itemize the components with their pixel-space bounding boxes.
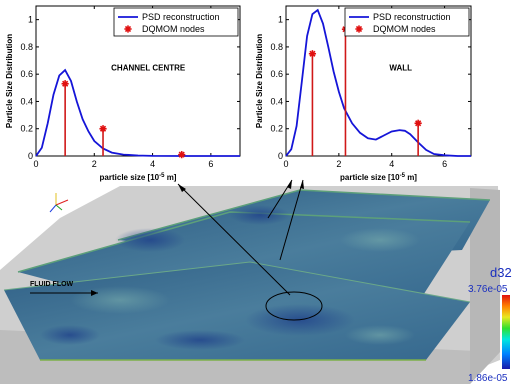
right-dqmom-node-marker bbox=[308, 50, 317, 58]
right-legend-node-swatch bbox=[355, 25, 363, 33]
plot-channel-centre: 0 0.2 0.4 0.6 0.8 1 0 2 4 6 Particle Size Distribu… bbox=[5, 5, 241, 182]
right-x-tick-label: 0 bbox=[283, 159, 288, 169]
pointer-arrowhead-wall-b bbox=[300, 180, 304, 189]
right-y-axis-label: Particle Size Distribution bbox=[255, 34, 264, 128]
right-y-tick-label: 0.6 bbox=[270, 69, 283, 79]
left-legend-box bbox=[113, 7, 239, 37]
slab-edge-front-top bbox=[3, 261, 471, 303]
flow-label: FLUID FLOW bbox=[30, 281, 74, 288]
left-legend-psd-label: PSD reconstruction bbox=[142, 12, 220, 22]
left-y-tick-label: 0.8 bbox=[20, 42, 33, 52]
right-x-tick-label: 4 bbox=[389, 159, 394, 169]
left-x-tick-label: 2 bbox=[92, 159, 97, 169]
right-y-tick-label: 0 bbox=[278, 151, 283, 161]
slab-edge-mid bbox=[17, 211, 471, 273]
right-legend-node-label: DQMOM nodes bbox=[373, 24, 436, 34]
left-legend-node-label: DQMOM nodes bbox=[142, 24, 205, 34]
coordinate-axes-icon bbox=[49, 193, 69, 213]
left-y-tick-label: 0.2 bbox=[20, 124, 33, 134]
pointer-arrowhead-centre bbox=[178, 184, 186, 192]
right-x-tick-label: 2 bbox=[336, 159, 341, 169]
pointer-arrowhead-wall-a bbox=[287, 180, 292, 189]
right-y-tick-label: 0.8 bbox=[270, 42, 283, 52]
left-y-tick-label: 0.4 bbox=[20, 96, 33, 106]
left-psd-curve bbox=[35, 68, 240, 157]
left-x-tick-label: 0 bbox=[33, 159, 38, 169]
left-y-tick-label: 0 bbox=[28, 151, 33, 161]
right-psd-curve bbox=[285, 8, 471, 157]
right-legend-box bbox=[344, 7, 470, 37]
right-y-tick-label: 1 bbox=[278, 15, 283, 25]
flow-structure bbox=[40, 325, 100, 345]
right-dqmom-node-marker bbox=[414, 119, 422, 127]
flow-arrowhead bbox=[91, 290, 98, 296]
left-annotation: CHANNEL CENTRE bbox=[111, 64, 186, 73]
flow-structure bbox=[115, 228, 185, 252]
flow-structure bbox=[70, 286, 170, 314]
wall-right-face bbox=[470, 188, 500, 384]
flow-structure bbox=[155, 330, 245, 350]
highlight-ellipse bbox=[265, 291, 323, 321]
right-y-tick-label: 0.2 bbox=[270, 124, 283, 134]
left-y-tick-label: 0.6 bbox=[20, 69, 33, 79]
colorbar-gradient bbox=[502, 295, 510, 369]
colorbar: d32 3.76e-05 1.86e-05 bbox=[468, 265, 512, 384]
right-x-tick-label: 6 bbox=[442, 159, 447, 169]
right-x-axis-label: particle size [10-5 m] bbox=[340, 173, 417, 182]
channel-3d-view: FLUID FLOW bbox=[0, 179, 500, 384]
plot-wall: 0 0.2 0.4 0.6 0.8 1 0 2 4 6 Particle Size Distribu… bbox=[255, 5, 472, 182]
colorbar-title: d32 bbox=[490, 265, 512, 280]
left-x-tick-label: 6 bbox=[208, 159, 213, 169]
colorbar-min-label: 1.86e-05 bbox=[468, 373, 508, 384]
left-dqmom-node-marker bbox=[178, 151, 186, 159]
right-legend-psd-label: PSD reconstruction bbox=[373, 12, 451, 22]
flow-structure bbox=[230, 205, 290, 225]
left-dqmom-node-marker bbox=[99, 125, 107, 133]
left-y-tick-label: 1 bbox=[28, 15, 33, 25]
flow-structure bbox=[340, 228, 420, 252]
colorbar-max-label: 3.76e-05 bbox=[468, 284, 508, 295]
left-x-axis-label: particle size [10-5 m] bbox=[100, 173, 177, 182]
right-y-tick-label: 0.4 bbox=[270, 96, 283, 106]
pointer-line-centre bbox=[177, 183, 291, 296]
pointer-line-wall-b bbox=[279, 179, 304, 261]
left-legend-node-swatch bbox=[124, 25, 132, 33]
flow-structure bbox=[345, 325, 415, 345]
left-y-axis-label: Particle Size Distribution bbox=[5, 34, 14, 128]
left-x-tick-label: 4 bbox=[150, 159, 155, 169]
right-annotation: WALL bbox=[389, 64, 412, 73]
left-dqmom-node-marker bbox=[61, 80, 69, 88]
